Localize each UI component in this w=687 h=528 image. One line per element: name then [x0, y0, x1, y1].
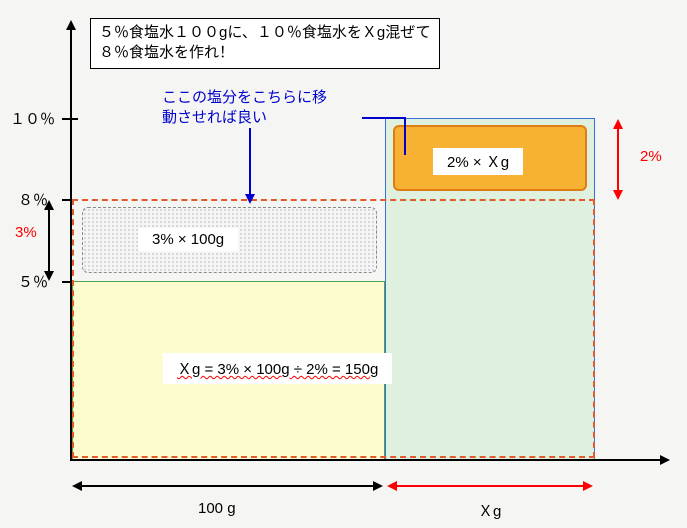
x-100g-label: 100 g: [198, 500, 236, 517]
left-3pct-arrow-line: [48, 209, 50, 271]
equation-text: Ｘg = 3% × 100g ÷ 2% = 150g: [177, 361, 378, 378]
annotation-text: ここの塩分をこちらに移 動させれば良い: [162, 88, 362, 127]
right-2pct-arrow-down: [613, 190, 623, 200]
equation-box: Ｘg = 3% × 100g ÷ 2% = 150g: [163, 353, 392, 384]
x-100g-line: [82, 485, 373, 487]
x-axis-arrow: [660, 455, 670, 465]
x-Xg-arrow-r: [583, 481, 593, 491]
title-box: ５％食塩水１００gに、１０％食塩水をＸg混ぜて ８％食塩水を作れ！: [90, 18, 440, 69]
label-3x100-text: 3% × 100g: [152, 231, 224, 248]
label-2xXg-text: 2% × Ｘg: [447, 154, 509, 171]
y-label-10: １０％: [10, 108, 55, 129]
left-3pct-arrow-up: [44, 200, 54, 210]
x-100g-arrow-l: [72, 481, 82, 491]
x-100g-arrow-r: [373, 481, 383, 491]
left-3pct-label: 3%: [15, 224, 37, 241]
right-2pct-label: 2%: [640, 148, 662, 165]
label-3x100: 3% × 100g: [138, 228, 238, 251]
x-Xg-label: Ｘg: [478, 500, 501, 521]
x-Xg-line: [397, 485, 583, 487]
right-2pct-arrow-up: [613, 119, 623, 129]
x-Xg-arrow-l: [387, 481, 397, 491]
annotation-line1: ここの塩分をこちらに移: [162, 88, 362, 108]
title-line1: ５％食塩水１００gに、１０％食塩水をＸg混ぜて: [99, 23, 431, 43]
x-axis: [70, 459, 660, 461]
tick-10: [62, 118, 78, 120]
title-line2: ８％食塩水を作れ！: [99, 43, 431, 63]
diagram-canvas: １０％ ８％ ５％ ５％食塩水１００gに、１０％食塩水をＸg混ぜて ８％食塩水を…: [0, 0, 687, 528]
annotation-line2: 動させれば良い: [162, 108, 362, 128]
right-2pct-arrow-line: [617, 128, 619, 190]
left-3pct-arrow-down: [44, 271, 54, 281]
label-2xXg: 2% × Ｘg: [433, 148, 523, 175]
y-axis-arrow: [66, 20, 76, 30]
